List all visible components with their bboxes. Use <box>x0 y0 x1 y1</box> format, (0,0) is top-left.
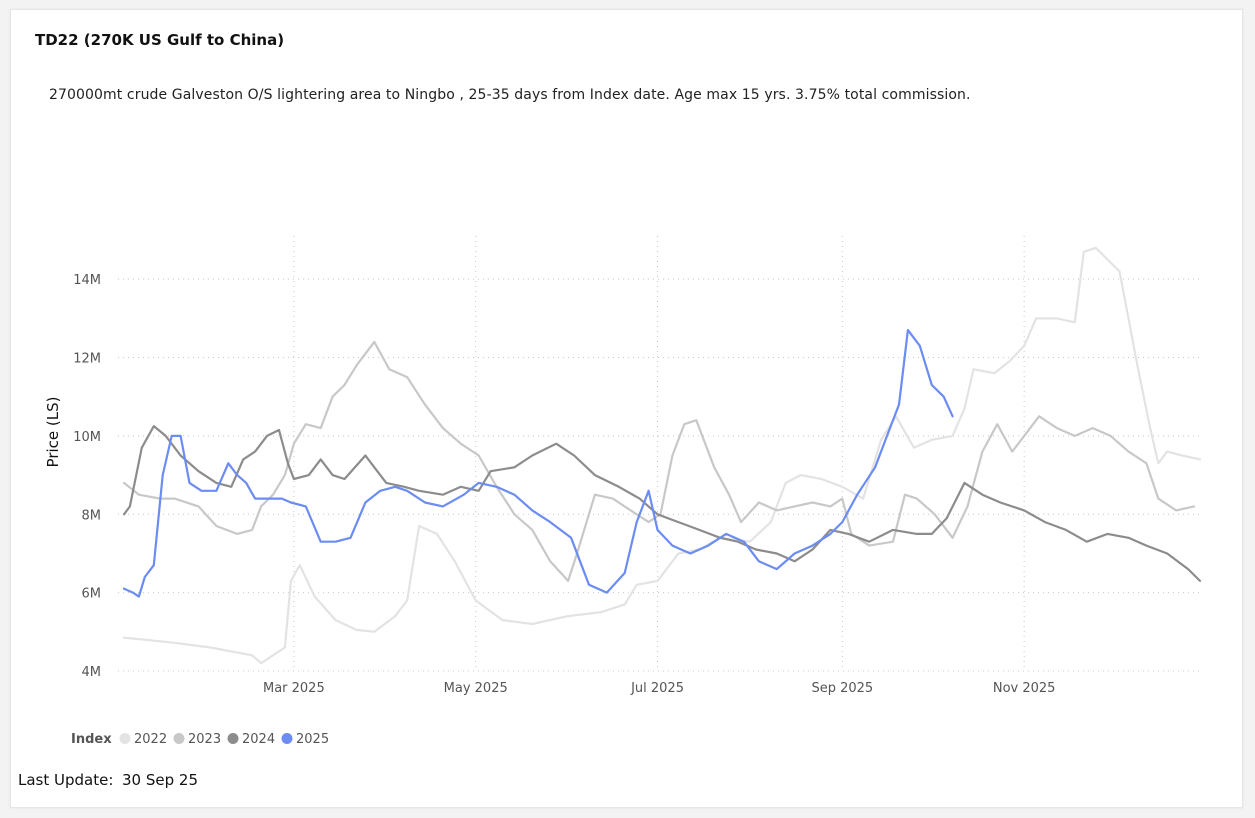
legend-marker-2022[interactable] <box>119 733 131 744</box>
x-tick-label: Nov 2025 <box>993 681 1056 696</box>
y-tick-label: 6M <box>82 587 102 602</box>
legend-marker-2024[interactable] <box>227 733 239 744</box>
legend-label-2023[interactable]: 2023 <box>188 732 221 747</box>
y-axis-ticks: 4M 6M 8M 10M 12M 14M <box>73 273 101 680</box>
route-description: 270000mt crude Galveston O/S lightering … <box>49 87 971 103</box>
legend-marker-2023[interactable] <box>173 733 185 744</box>
y-axis-label: Price (LS) <box>44 397 62 468</box>
series-lines[interactable] <box>122 246 1202 665</box>
series-line-2023[interactable] <box>122 340 1196 582</box>
y-tick-label: 8M <box>82 508 102 523</box>
last-update-value: 30 Sep 25 <box>122 771 198 789</box>
x-tick-label: May 2025 <box>444 681 508 696</box>
x-tick-label: Mar 2025 <box>263 681 325 696</box>
series-line-2024[interactable] <box>122 425 1202 582</box>
legend-label-2022[interactable]: 2022 <box>134 732 167 747</box>
series-line-2025[interactable] <box>122 329 954 598</box>
x-tick-label: Sep 2025 <box>811 681 873 696</box>
legend[interactable]: Index 2022 2023 2024 2025 <box>71 732 329 747</box>
legend-label-2024[interactable]: 2024 <box>242 732 275 747</box>
chart-title: TD22 (270K US Gulf to China) <box>35 31 285 49</box>
y-tick-label: 12M <box>73 352 101 367</box>
series-line-2022[interactable] <box>122 246 1202 665</box>
legend-marker-2025[interactable] <box>281 733 293 744</box>
x-axis-ticks: Mar 2025 May 2025 Jul 2025 Sep 2025 Nov 2025 <box>263 681 1055 696</box>
grid-lines <box>118 236 1203 672</box>
chart-card <box>10 9 1243 808</box>
legend-label-2025[interactable]: 2025 <box>296 732 329 747</box>
legend-title: Index <box>71 732 112 747</box>
last-update-label: Last Update: <box>18 771 114 789</box>
y-tick-label: 14M <box>73 273 101 288</box>
x-tick-label: Jul 2025 <box>630 681 684 696</box>
y-tick-label: 4M <box>82 665 102 680</box>
y-tick-label: 10M <box>73 430 101 445</box>
